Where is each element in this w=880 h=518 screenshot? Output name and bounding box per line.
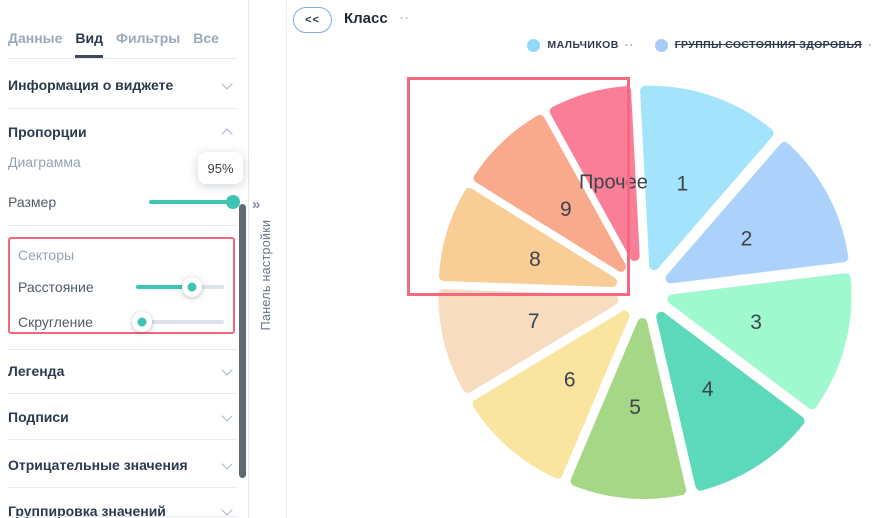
rounding-label: Скругление: [18, 314, 93, 330]
diagram-group-label: Диаграмма: [8, 154, 81, 170]
sidebar-tabs: Данные Вид Фильтры Все: [8, 30, 237, 59]
distance-label: Расстояние: [18, 279, 94, 295]
legend-dot: [654, 38, 668, 52]
divider: [8, 349, 237, 350]
chevron-down-icon: [221, 409, 233, 422]
chevron-down-icon: [221, 457, 233, 470]
size-slider-track[interactable]: [149, 200, 237, 204]
pie-slice-label: 2: [741, 227, 753, 250]
rounding-slider-thumb[interactable]: [132, 312, 153, 332]
section-widget-info-label: Информация о виджете: [8, 77, 174, 93]
chevron-down-icon: [221, 503, 233, 516]
settings-sidebar: Данные Вид Фильтры Все Информация о видж…: [0, 0, 243, 518]
chart-area: << Класс ·· МАЛЬЧИКОВ ·· ГРУППЫ СОСТОЯНИ…: [287, 0, 880, 518]
collapse-button[interactable]: <<: [293, 7, 332, 33]
legend-dot: [527, 38, 541, 52]
legend-item-boys[interactable]: МАЛЬЧИКОВ ··: [527, 38, 634, 52]
pie-slice-label: Прочее: [579, 171, 648, 193]
sectors-group-label: Секторы: [18, 247, 75, 263]
section-negative-values-label: Отрицательные значения: [8, 457, 188, 473]
pie-slice[interactable]: [472, 310, 630, 479]
section-legend-label: Легенда: [8, 363, 65, 379]
legend-label-disabled: ГРУППЫ СОСТОЯНИЯ ЗДОРОВЬЯ: [674, 39, 862, 51]
legend-item-health-groups[interactable]: ГРУППЫ СОСТОЯНИЯ ЗДОРОВЬЯ ·: [654, 38, 873, 52]
pie-slice[interactable]: [570, 318, 687, 499]
pie-slice-label: 6: [564, 368, 576, 391]
divider: [8, 108, 237, 109]
pie-slice-label: 8: [529, 248, 541, 271]
distance-slider-thumb[interactable]: [182, 277, 203, 297]
expand-panel-icon[interactable]: »: [252, 196, 261, 213]
divider: [8, 516, 237, 517]
sectors-group-label-row: Секторы: [18, 243, 224, 267]
distance-slider-fill: [136, 285, 193, 289]
tab-view[interactable]: Вид: [75, 30, 104, 58]
pie-slice-label: 7: [528, 310, 540, 333]
double-chevron-left-icon: <<: [305, 14, 320, 26]
sidebar-scrollbar[interactable]: [239, 204, 246, 478]
chart-title: Класс: [344, 10, 388, 27]
section-negative-values[interactable]: Отрицательные значения: [8, 453, 237, 477]
pie-slice[interactable]: [667, 273, 852, 410]
divider: [8, 487, 237, 488]
rounding-slider[interactable]: [132, 310, 224, 334]
distance-slider-track[interactable]: [136, 285, 224, 289]
rounding-row: Скругление: [18, 310, 224, 334]
pie-slice-label: 4: [702, 378, 714, 401]
section-proportions[interactable]: Пропорции: [8, 120, 237, 144]
diagram-group-label-row: Диаграмма: [8, 150, 237, 174]
section-grouping[interactable]: Группировка значений: [8, 499, 237, 518]
size-value-tooltip: 95%: [198, 152, 243, 184]
distance-row: Расстояние: [18, 275, 224, 299]
tab-all[interactable]: Все: [193, 30, 219, 46]
size-slider[interactable]: [149, 190, 240, 214]
size-slider-thumb[interactable]: [225, 195, 240, 209]
settings-panel-handle[interactable]: Панель настройки: [259, 219, 273, 331]
pie-slice[interactable]: [656, 311, 805, 491]
tab-data[interactable]: Данные: [8, 30, 63, 46]
pie-slice[interactable]: [439, 188, 618, 287]
pie-slice-label: 9: [560, 198, 572, 221]
slices-highlight-box: [407, 77, 630, 296]
size-value: 95%: [207, 160, 234, 176]
legend-menu-dots-icon[interactable]: ·: [868, 38, 873, 52]
size-label: Размер: [8, 194, 57, 210]
pie-slice[interactable]: [640, 85, 774, 271]
sectors-highlight-box: Секторы Расстояние Скругление: [8, 237, 235, 334]
chevron-down-icon: [221, 77, 233, 90]
chevron-up-icon: [221, 128, 233, 140]
size-slider-fill: [149, 200, 233, 204]
size-row: Размер: [8, 190, 240, 214]
panel-divider: [286, 0, 287, 518]
pie-slice[interactable]: [549, 86, 640, 262]
section-proportions-label: Пропорции: [8, 124, 87, 140]
section-grouping-label: Группировка значений: [8, 503, 166, 518]
pie-slice[interactable]: [473, 114, 626, 272]
legend-menu-dots-icon[interactable]: ··: [624, 38, 635, 52]
chart-legend: МАЛЬЧИКОВ ·· ГРУППЫ СОСТОЯНИЯ ЗДОРОВЬЯ ·: [527, 38, 873, 52]
pie-slice-label: 3: [750, 311, 762, 334]
title-menu-dots-icon[interactable]: ··: [400, 11, 410, 25]
section-labels[interactable]: Подписи: [8, 405, 237, 429]
pie-slice-label: 5: [629, 396, 641, 419]
tab-filters[interactable]: Фильтры: [116, 30, 181, 46]
section-legend[interactable]: Легенда: [8, 359, 237, 383]
legend-label: МАЛЬЧИКОВ: [547, 39, 619, 51]
pie-slice[interactable]: [665, 141, 849, 284]
divider: [8, 225, 237, 226]
section-labels-label: Подписи: [8, 409, 69, 425]
pie-slice-label: 1: [677, 173, 689, 196]
panel-divider: [248, 0, 249, 518]
divider: [8, 439, 237, 440]
divider: [8, 393, 237, 394]
distance-slider[interactable]: [136, 275, 224, 299]
section-widget-info[interactable]: Информация о виджете: [8, 73, 237, 97]
chevron-down-icon: [221, 363, 233, 376]
